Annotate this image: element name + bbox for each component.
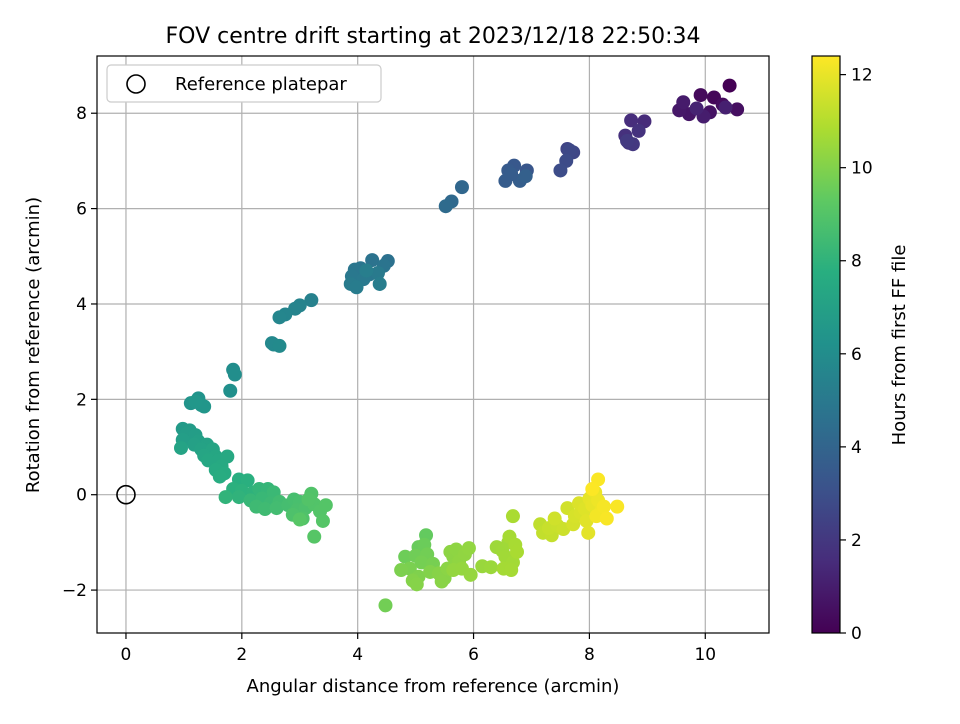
colorbar-gradient (812, 56, 840, 633)
data-point (292, 512, 307, 527)
data-point (218, 490, 233, 505)
data-point (676, 95, 691, 110)
data-point (307, 529, 322, 544)
data-point (414, 555, 429, 570)
data-point (505, 509, 520, 524)
data-point (304, 293, 319, 308)
colorbar-label: Hours from first FF file (889, 245, 910, 446)
data-point (315, 513, 330, 528)
y-tick-label: 2 (76, 390, 87, 410)
data-point (483, 560, 498, 575)
legend-box (106, 64, 382, 103)
data-point (589, 509, 604, 524)
y-tick-label: 8 (76, 104, 87, 124)
data-point (547, 511, 562, 526)
x-tick-label: 6 (468, 645, 479, 665)
data-point (378, 598, 393, 613)
plot-area (97, 56, 769, 633)
data-point (454, 180, 469, 195)
data-point (518, 169, 533, 184)
data-point (434, 574, 449, 589)
x-tick-label: 2 (236, 645, 247, 665)
data-point (269, 501, 284, 516)
data-point (693, 88, 708, 103)
y-tick-label: 0 (76, 486, 87, 506)
data-point (359, 263, 374, 278)
data-point (301, 492, 316, 507)
data-point (174, 440, 188, 455)
x-tick-label: 8 (584, 645, 595, 665)
data-point (258, 502, 272, 517)
colorbar: 0 2 4 6 8 10 12 Hours from first FF file (811, 55, 910, 644)
data-point (718, 100, 733, 115)
data-point (620, 133, 635, 148)
data-point (610, 499, 625, 514)
data-point (504, 563, 519, 578)
data-point (212, 469, 227, 484)
data-point (596, 499, 611, 514)
colorbar-tick-label: 10 (851, 159, 873, 179)
legend: Reference platepar (106, 64, 382, 103)
plot-frame (96, 55, 770, 634)
data-point (409, 577, 424, 592)
legend-marker (126, 74, 146, 94)
y-tick-label: 4 (76, 295, 87, 315)
data-point (722, 78, 737, 93)
data-point (553, 163, 568, 178)
data-point (504, 167, 519, 182)
data-point (394, 563, 409, 578)
y-axis-label: Rotation from reference (arcmin) (23, 197, 44, 493)
data-point (227, 367, 242, 382)
data-point (730, 102, 745, 117)
data-point (349, 280, 364, 295)
data-point (581, 525, 596, 540)
data-point (372, 276, 387, 291)
x-tick-label: 0 (121, 645, 132, 665)
colorbar-tick-label: 8 (851, 252, 862, 272)
data-point (599, 511, 614, 526)
data-point (398, 549, 413, 564)
data-point (318, 498, 333, 513)
colorbar-tick-label: 4 (851, 438, 862, 458)
data-point (188, 394, 203, 409)
data-point (272, 310, 287, 325)
x-tick-label: 4 (352, 645, 363, 665)
data-point (585, 481, 600, 496)
chart-title: FOV centre drift starting at 2023/12/18 … (166, 24, 701, 49)
y-tick-label: −2 (62, 581, 87, 601)
x-axis-ticks: 0 2 4 6 8 10 (121, 633, 716, 665)
data-point (272, 338, 287, 353)
x-tick-label: 10 (694, 645, 716, 665)
grid-lines (97, 56, 769, 633)
data-point (631, 123, 646, 138)
colorbar-tick-label: 6 (851, 345, 862, 365)
data-point (370, 265, 385, 280)
y-axis-ticks: −2 0 2 4 6 8 (62, 104, 97, 601)
data-point (438, 199, 453, 214)
reference-marker (116, 484, 136, 505)
data-points (174, 78, 745, 613)
legend-label: Reference platepar (175, 74, 347, 95)
data-point (231, 490, 246, 505)
x-axis-label: Angular distance from reference (arcmin) (247, 676, 620, 697)
y-tick-label: 6 (76, 200, 87, 220)
colorbar-ticks: 0 2 4 6 8 10 12 (840, 66, 873, 644)
data-point (461, 541, 476, 556)
data-point (201, 453, 216, 468)
colorbar-frame (811, 55, 841, 634)
data-point (463, 567, 478, 582)
colorbar-tick-label: 12 (851, 66, 873, 86)
data-point (240, 473, 255, 488)
colorbar-tick-label: 2 (851, 531, 862, 551)
data-point (624, 113, 639, 128)
data-point (365, 253, 380, 268)
data-point (223, 383, 238, 398)
data-point (510, 544, 524, 559)
data-point (689, 101, 704, 116)
colorbar-tick-label: 0 (851, 624, 862, 644)
